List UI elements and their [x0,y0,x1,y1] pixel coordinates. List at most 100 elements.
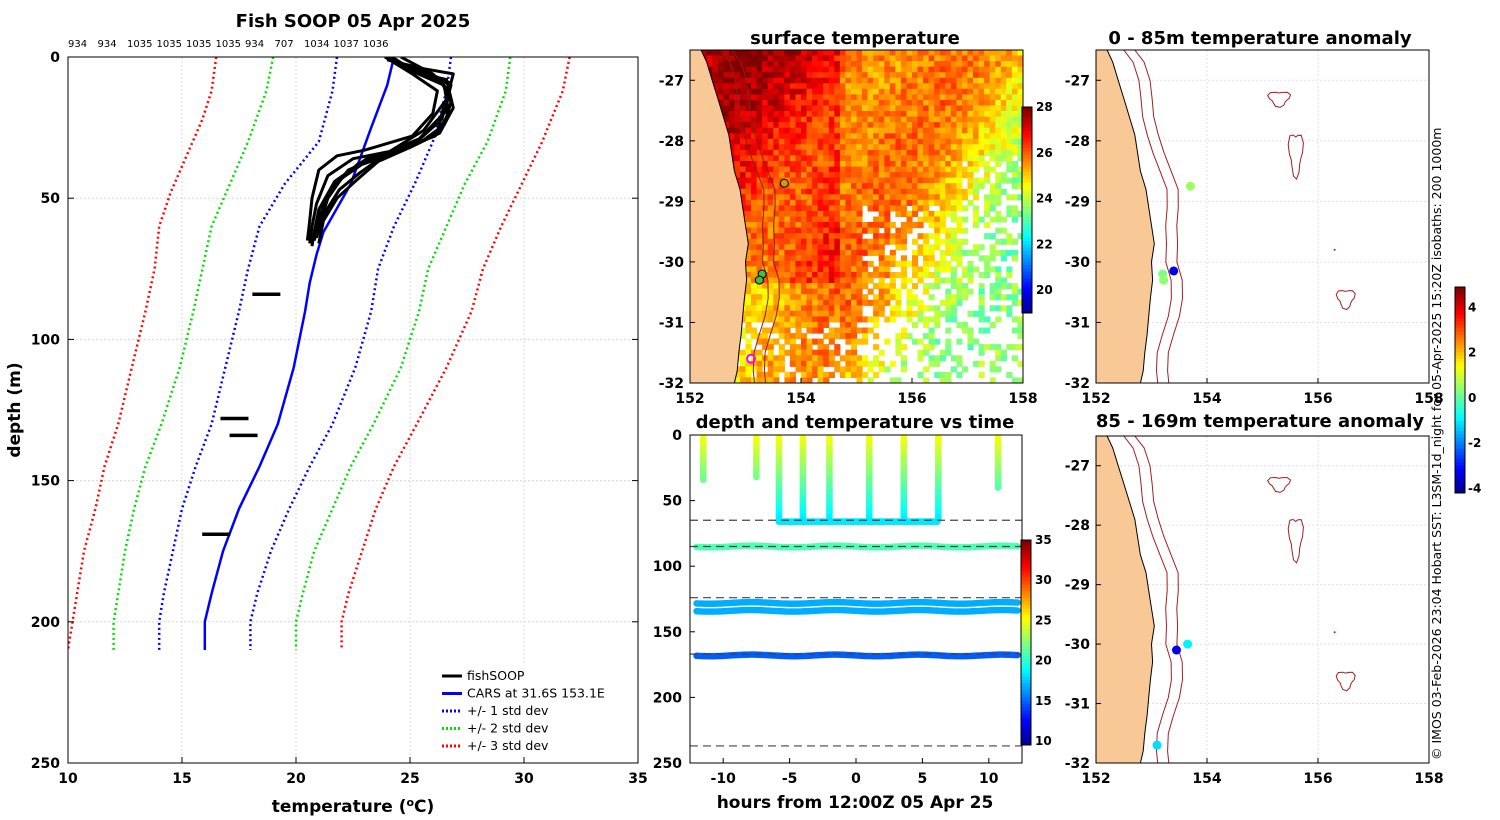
sst-pixel [762,183,769,190]
sst-pixel [851,349,858,356]
colorbar-cell [1022,213,1032,218]
sst-pixel [995,366,1002,373]
sst-pixel [962,111,969,118]
sst-pixel [900,222,907,229]
sst-pixel [950,227,957,234]
sst-pixel [873,172,880,179]
sst-pixel [962,133,969,140]
sst-pixel [789,294,796,301]
x-tick-label: -10 [711,771,737,787]
sst-pixel [806,172,813,179]
sst-pixel [1011,166,1018,173]
sst-pixel [873,116,880,123]
sst-pixel [773,327,780,334]
sst-pixel [762,83,769,90]
sst-pixel [734,161,741,168]
sst-pixel [756,166,763,173]
sst-pixel [900,283,907,290]
colorbar-cell [1021,604,1031,609]
sst-pixel [867,260,874,267]
sst-pixel [878,122,885,129]
sst-pixel [889,272,896,279]
sst-pixel [934,105,941,112]
sst-pixel [856,277,863,284]
colorbar-cell [1021,550,1031,555]
sst-pixel [756,210,763,217]
sst-pixel [756,149,763,156]
sst-pixel [784,238,791,245]
sst-pixel [773,161,780,168]
colorbar-cell [1021,659,1031,664]
sst-pixel [956,338,963,345]
sst-pixel [934,83,941,90]
sst-pixel [745,77,752,84]
sst-pixel [812,99,819,106]
sst-pixel [839,122,846,129]
sst-pixel [762,111,769,118]
colorbar-cell [1455,486,1465,491]
sst-pixel [1006,144,1013,151]
sst-pixel [900,238,907,245]
sst-pixel [862,327,869,334]
sst-pixel [978,283,985,290]
sst-pixel [923,249,930,256]
sst-pixel [845,188,852,195]
colorbar-cell [1021,714,1031,719]
cast-label: 1035 [157,39,182,50]
sst-pixel [795,149,802,156]
sst-pixel [823,299,830,306]
sst-pixel [834,249,841,256]
sst-pixel [745,155,752,162]
x-tick-label: 0 [851,771,861,787]
colorbar-cell [1455,462,1465,467]
sst-pixel [939,172,946,179]
sst-pixel [895,205,902,212]
sst-pixel [789,83,796,90]
sst-pixel [956,294,963,301]
sst-pixel [878,244,885,251]
sst-pixel [956,105,963,112]
sst-pixel [828,283,835,290]
sst-pixel [928,155,935,162]
sst-pixel [795,138,802,145]
sst-pixel [973,360,980,367]
sst-pixel [873,283,880,290]
sst-pixel [834,283,841,290]
sst-pixel [773,66,780,73]
colorbar-cell [1021,686,1031,691]
sst-pixel [956,149,963,156]
sst-pixel [950,366,957,373]
sst-pixel [756,155,763,162]
sst-pixel [984,83,991,90]
sst-pixel [1017,122,1023,129]
sst-pixel [1000,138,1007,145]
sst-pixel [923,238,930,245]
sst-pixel [751,266,758,273]
sst-pixel [928,305,935,312]
sst-pixel [706,61,713,68]
sst-pixel [784,105,791,112]
sst-pixel [928,333,935,340]
sst-pixel [856,66,863,73]
sst-pixel [956,66,963,73]
sst-pixel [867,133,874,140]
sst-pixel [967,288,974,295]
sst-pixel [939,50,946,57]
colorbar-cell [1455,479,1465,484]
sst-pixel [756,77,763,84]
band-point [1014,607,1021,614]
sst-pixel [851,77,858,84]
sst-pixel [823,305,830,312]
sst-pixel [1011,238,1018,245]
sst-pixel [967,266,974,273]
sst-pixel [873,294,880,301]
sst-pixel [784,61,791,68]
sst-pixel [745,177,752,184]
sst-pixel [823,83,830,90]
sst-pixel [939,183,946,190]
sst-pixel [950,138,957,145]
sst-pixel [762,327,769,334]
colorbar-cell [1022,124,1032,129]
colorbar-tick-label: 10 [1035,734,1052,748]
sst-pixel [923,55,930,62]
